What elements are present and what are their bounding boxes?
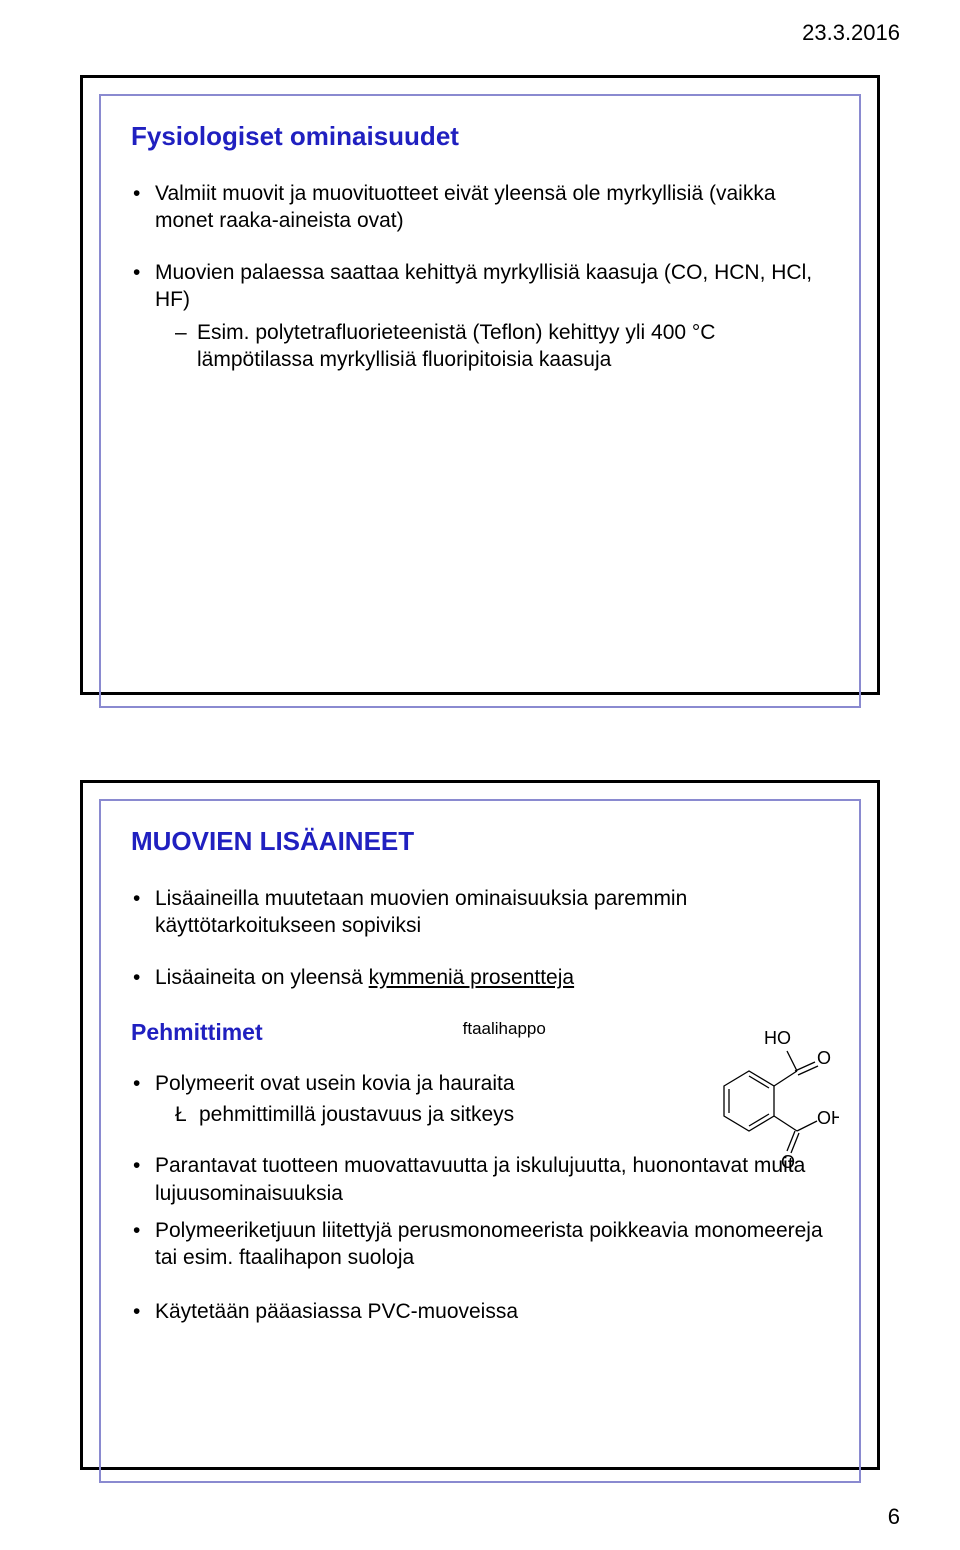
- bullet-text: Polymeerit ovat usein kovia ja hauraita: [155, 1072, 515, 1095]
- bullet-item: Muovien palaessa saattaa kehittyä myrkyl…: [131, 259, 829, 374]
- bullet-item: Käytetään pääasiassa PVC-muoveissa: [131, 1298, 829, 1325]
- sub-list: Esim. polytetrafluorieteenistä (Teflon) …: [155, 319, 829, 374]
- sub-item: Esim. polytetrafluorieteenistä (Teflon) …: [175, 319, 829, 374]
- underline-text: kymmeniä prosentteja: [369, 966, 574, 989]
- slide-2-title: MUOVIEN LISÄAINEET: [131, 826, 829, 857]
- slide-2-top-bullets: Lisäaineilla muutetaan muovien ominaisuu…: [131, 885, 829, 991]
- slide-1: Fysiologiset ominaisuudet Valmiit muovit…: [80, 75, 880, 695]
- date-header: 23.3.2016: [802, 20, 900, 46]
- bullet-item: Valmiit muovit ja muovituotteet eivät yl…: [131, 180, 829, 235]
- section-label: Pehmittimet: [131, 1019, 263, 1046]
- subsub-item: pehmittimillä joustavuus ja sitkeys: [175, 1101, 829, 1128]
- page-number: 6: [888, 1504, 900, 1530]
- bullet-item: Polymeeriketjuun liitettyjä perusmonomee…: [131, 1217, 829, 1272]
- bullet-text: Muovien palaessa saattaa kehittyä myrkyl…: [155, 261, 812, 311]
- slide-1-inner: Fysiologiset ominaisuudet Valmiit muovit…: [99, 94, 861, 708]
- ftaalihappo-label: ftaalihappo: [463, 1019, 546, 1039]
- subsub-list: pehmittimillä joustavuus ja sitkeys: [155, 1101, 829, 1128]
- bullet-item: Parantavat tuotteen muovattavuutta ja is…: [131, 1152, 829, 1207]
- bullet-text: Lisäaineita on yleensä: [155, 966, 369, 989]
- label-ho: HO: [764, 1028, 791, 1048]
- slide-2: MUOVIEN LISÄAINEET Lisäaineilla muutetaa…: [80, 780, 880, 1470]
- label-o1: O: [817, 1048, 831, 1068]
- bullet-item: Lisäaineita on yleensä kymmeniä prosentt…: [131, 964, 829, 991]
- slide-1-bullets: Valmiit muovit ja muovituotteet eivät yl…: [131, 180, 829, 374]
- slide-1-title: Fysiologiset ominaisuudet: [131, 121, 829, 152]
- slide-2-bottom-bullets: Polymeerit ovat usein kovia ja hauraita …: [131, 1070, 829, 1325]
- slide-2-inner: MUOVIEN LISÄAINEET Lisäaineilla muutetaa…: [99, 799, 861, 1483]
- bullet-item: Polymeerit ovat usein kovia ja hauraita …: [131, 1070, 829, 1129]
- bullet-item: Lisäaineilla muutetaan muovien ominaisuu…: [131, 885, 829, 940]
